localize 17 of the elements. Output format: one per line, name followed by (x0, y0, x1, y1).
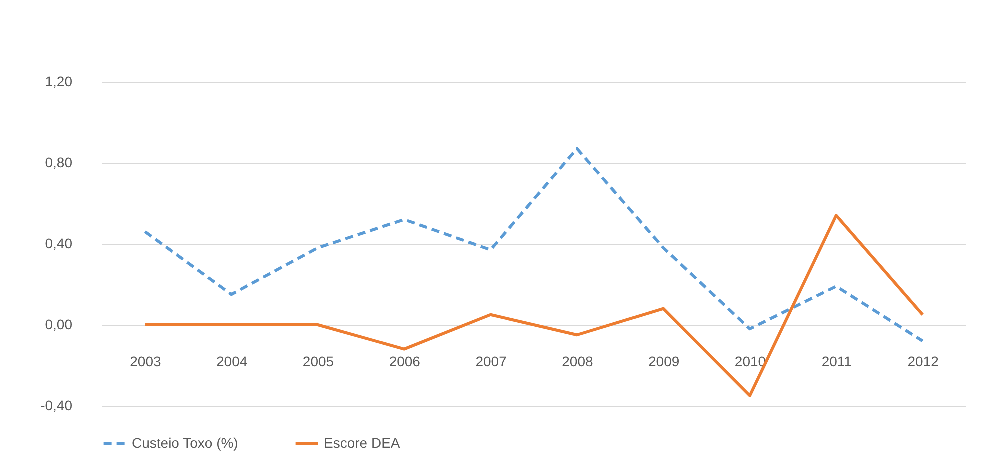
x-tick-label: 2007 (476, 353, 508, 370)
y-tick-label: 1,20 (45, 74, 73, 90)
x-tick-label: 2005 (302, 353, 334, 370)
y-tick-label: 0,40 (45, 236, 73, 252)
line-series (144, 147, 924, 343)
y-tick-label: 0,00 (45, 316, 73, 332)
x-tick-label: 2003 (130, 353, 162, 370)
x-tick-label: 2006 (389, 353, 421, 370)
x-tick-label: 2012 (908, 353, 940, 370)
x-tick-label: 2004 (216, 353, 248, 370)
x-tick-label: 2011 (822, 353, 852, 370)
legend-label: Custeio Toxo (%) (132, 435, 238, 451)
legend-label: Escore DEA (324, 435, 401, 451)
x-tick-label: 2009 (648, 353, 680, 370)
x-tick-label: 2008 (562, 353, 594, 370)
y-tick-label: 0,80 (45, 154, 73, 170)
y-tick-label: -0,40 (40, 398, 73, 414)
